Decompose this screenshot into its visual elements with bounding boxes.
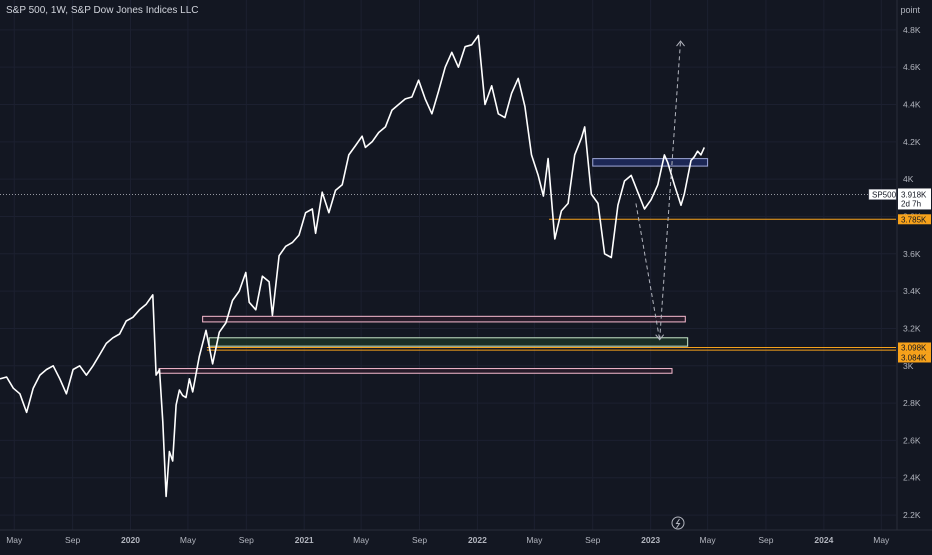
price-level-tag-label: 3.098K: [901, 343, 927, 352]
lightning-icon: [671, 516, 685, 530]
symbol-label: SP500: [872, 190, 897, 199]
price-level-tag-2: [898, 352, 931, 363]
y-tick-label: 2.2K: [903, 510, 921, 520]
x-tick-label: Sep: [412, 535, 427, 545]
y-tick-label: 4.4K: [903, 100, 921, 110]
last-price-tag: [898, 188, 931, 210]
x-tick-label: May: [353, 535, 370, 545]
y-tick-label: 4K: [903, 174, 914, 184]
y-tick-label: 4.8K: [903, 25, 921, 35]
y-tick-label: 4.6K: [903, 62, 921, 72]
projection-arrowhead-down: [655, 334, 665, 341]
price-level-tag-label: 3.084K: [901, 353, 927, 362]
x-tick-label: May: [180, 535, 197, 545]
price-scale-unit: point: [900, 5, 920, 15]
chart-title: S&P 500, 1W, S&P Dow Jones Indices LLC: [6, 5, 199, 16]
x-tick-label: May: [700, 535, 717, 545]
last-price-value: 3.918K: [901, 190, 927, 199]
x-tick-label: 2020: [121, 535, 140, 545]
zone-rect-3: [158, 368, 673, 374]
price-level-tag-label: 3.785K: [901, 215, 927, 224]
y-tick-label: 4.2K: [903, 137, 921, 147]
x-tick-label: 2024: [814, 535, 833, 545]
x-tick-label: Sep: [758, 535, 773, 545]
y-tick-label: 3.2K: [903, 323, 921, 333]
y-tick-label: 2.8K: [903, 398, 921, 408]
y-tick-label: 3K: [903, 361, 914, 371]
x-tick-label: May: [6, 535, 23, 545]
y-tick-label: 2.6K: [903, 435, 921, 445]
symbol-tag: [868, 189, 897, 200]
x-tick-label: May: [873, 535, 890, 545]
last-price-countdown: 2d 7h: [901, 199, 921, 208]
projection-path-0: [635, 203, 661, 340]
price-level-tag-1: [898, 342, 931, 353]
x-tick-label: 2023: [641, 535, 660, 545]
y-tick-label: 3.6K: [903, 249, 921, 259]
zone-rect-2: [208, 337, 689, 347]
price-level-tag-0: [898, 214, 931, 225]
x-tick-label: 2021: [295, 535, 314, 545]
x-tick-label: 2022: [468, 535, 487, 545]
zone-rect-1: [202, 315, 686, 323]
projection-arrowhead-up: [676, 40, 685, 47]
x-tick-label: Sep: [585, 535, 600, 545]
x-tick-label: Sep: [239, 535, 254, 545]
y-tick-label: 3.4K: [903, 286, 921, 296]
x-tick-label: May: [526, 535, 543, 545]
x-tick-label: Sep: [65, 535, 80, 545]
zone-rect-0: [592, 158, 709, 167]
y-tick-label: 2.4K: [903, 473, 921, 483]
price-series-line: [0, 34, 706, 498]
projection-path-1: [659, 41, 682, 340]
